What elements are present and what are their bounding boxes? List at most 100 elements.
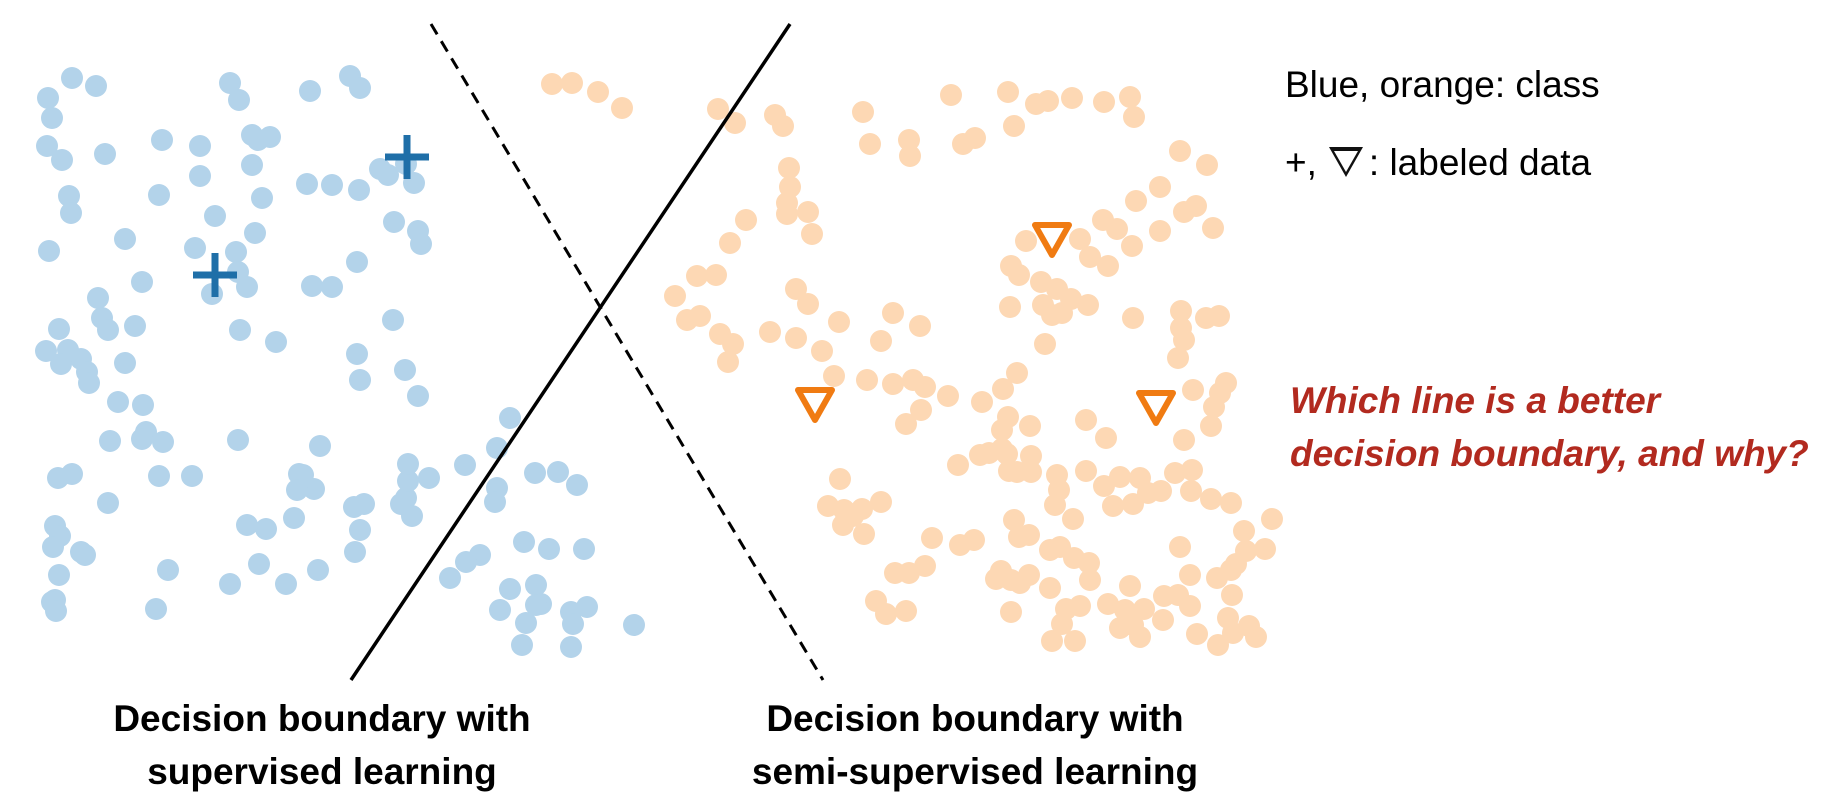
blue-data-point [152,431,174,453]
orange-data-point [1182,379,1204,401]
semi-supervised-caption: Decision boundary with semi-supervised l… [715,692,1235,798]
blue-data-point [346,251,368,273]
blue-data-point [418,467,440,489]
orange-data-point [963,529,985,551]
legend-class-text: Blue, orange: class [1285,64,1600,105]
orange-labeled-points [795,222,1176,426]
blue-data-point [301,275,323,297]
orange-data-point [1173,329,1195,351]
blue-data-point [38,240,60,262]
orange-data-point [884,562,906,584]
orange-data-point [940,84,962,106]
blue-data-point [61,67,83,89]
blue-data-point [50,353,72,375]
orange-data-point [705,264,727,286]
blue-data-point [499,578,521,600]
blue-data-point [204,205,226,227]
orange-data-point [772,115,794,137]
orange-data-point [859,133,881,155]
blue-data-point [227,429,249,451]
orange-data-point [1200,415,1222,437]
orange-data-point [1000,255,1022,277]
orange-data-point [785,278,807,300]
blue-data-point [349,369,371,391]
blue-data-point [377,164,399,186]
orange-data-point [1225,553,1247,575]
orange-data-point [1019,415,1041,437]
supervised-caption-line-1: Decision boundary with [113,698,531,739]
orange-data-point [1185,195,1207,217]
blue-data-point [349,519,371,541]
orange-data-point [1119,86,1141,108]
semi-supervised-boundary-line [429,23,825,681]
blue-data-point [78,372,100,394]
question-line-1: Which line is a better [1290,380,1661,421]
orange-data-point [1220,492,1242,514]
legend-labeled-text: +,: labeled data [1285,142,1591,184]
question-text: Which line is a better decision boundary… [1290,374,1809,480]
triangle-icon [1328,147,1363,177]
blue-data-point [484,491,506,513]
orange-data-point [1079,569,1101,591]
orange-data-point [1153,585,1175,607]
orange-data-point [1003,509,1025,531]
blue-data-point [401,505,423,527]
orange-data-point [811,340,833,362]
orange-data-point [797,201,819,223]
orange-data-point [587,81,609,103]
blue-data-point [219,72,241,94]
blue-data-point [538,538,560,560]
orange-data-point [828,311,850,333]
blue-data-point [42,536,64,558]
blue-data-point [219,573,241,595]
supervised-boundary-line [349,23,792,681]
orange-data-point [1039,577,1061,599]
blue-data-point [124,315,146,337]
orange-data-point [686,265,708,287]
blue-data-point [573,538,595,560]
triangle-marker-icon [795,387,835,423]
orange-data-point [1170,300,1192,322]
orange-data-point [797,293,819,315]
orange-data-point [689,305,711,327]
orange-data-point [1152,609,1174,631]
orange-data-point [985,568,1007,590]
blue-data-point [283,507,305,529]
orange-data-point [1149,176,1171,198]
blue-data-point [36,135,58,157]
blue-data-point [148,465,170,487]
orange-data-point [1095,427,1117,449]
blue-data-point [244,222,266,244]
blue-data-point [410,233,432,255]
legend-labeled-suffix: : labeled data [1368,142,1592,183]
orange-data-point [971,391,993,413]
orange-data-point [909,315,931,337]
orange-data-point [1006,362,1028,384]
orange-data-point [1122,493,1144,515]
blue-data-point [251,187,273,209]
blue-data-point [515,612,537,634]
orange-data-point [1169,536,1191,558]
orange-data-point [875,603,897,625]
blue-data-point [525,594,547,616]
orange-data-point [1119,575,1141,597]
blue-data-point [94,143,116,165]
orange-data-point [992,378,1014,400]
orange-data-point [898,129,920,151]
blue-data-point [236,276,258,298]
blue-data-point [265,331,287,353]
blue-data-point [60,202,82,224]
orange-data-point [899,145,921,167]
blue-data-point [131,428,153,450]
orange-data-point [1167,347,1189,369]
blue-data-point [299,80,321,102]
blue-data-point [346,343,368,365]
blue-data-point [307,559,329,581]
blue-data-point [275,573,297,595]
orange-data-point [1003,115,1025,137]
orange-data-point [1186,623,1208,645]
blue-data-point [560,636,582,658]
blue-data-point [151,129,173,151]
orange-data-point [1208,305,1230,327]
orange-data-point [1150,480,1172,502]
